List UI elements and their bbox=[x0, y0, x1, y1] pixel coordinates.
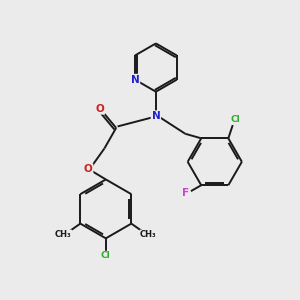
Text: N: N bbox=[130, 75, 140, 85]
Text: Cl: Cl bbox=[230, 115, 240, 124]
Text: CH₃: CH₃ bbox=[140, 230, 157, 239]
Text: O: O bbox=[84, 164, 92, 174]
Text: F: F bbox=[182, 188, 189, 198]
Text: N: N bbox=[152, 111, 160, 121]
Text: CH₃: CH₃ bbox=[55, 230, 72, 239]
Text: O: O bbox=[96, 104, 104, 114]
Text: Cl: Cl bbox=[101, 251, 111, 260]
